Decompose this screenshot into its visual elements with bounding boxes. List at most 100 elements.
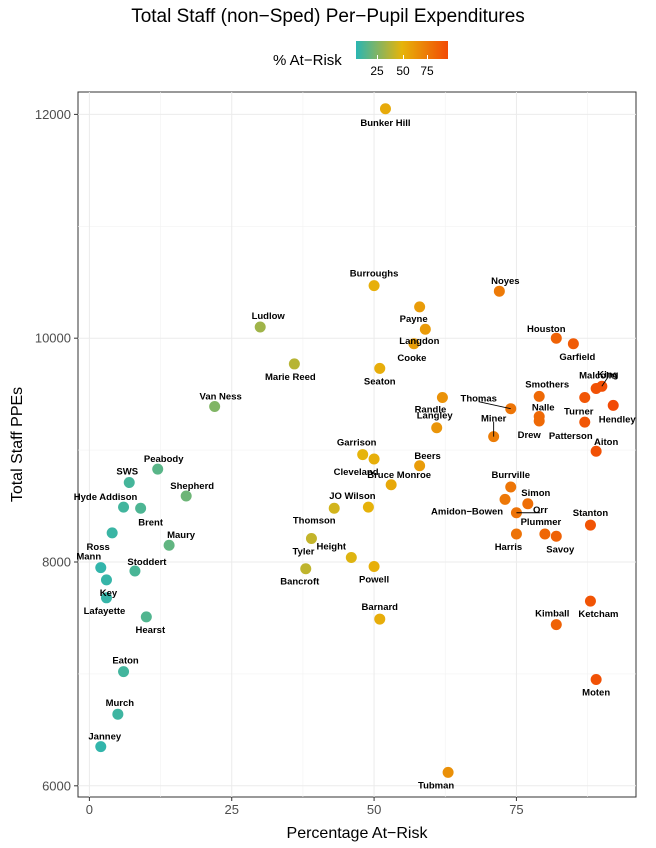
data-point: [368, 280, 380, 292]
plot-panel: [77, 91, 637, 798]
data-point: [357, 449, 369, 461]
point-label: Garfield: [559, 352, 595, 363]
point-label: Orr: [533, 505, 548, 516]
data-point: [362, 501, 374, 513]
data-point: [112, 708, 124, 720]
data-point: [368, 453, 380, 465]
point-label: Hendley: [599, 414, 637, 425]
data-point: [510, 528, 522, 540]
point-label: Mann: [76, 552, 101, 563]
point-labels: Bunker Hill Burroughs Noyes Payne Ludlow Lang…: [74, 118, 637, 792]
point-label: Amidon−Bowen: [431, 506, 503, 517]
point-label: Seaton: [364, 376, 396, 387]
data-point: [374, 362, 386, 374]
data-point: [288, 358, 300, 370]
label-leader-line: [601, 377, 609, 387]
point-label: Marie Reed: [265, 372, 316, 383]
data-point: [419, 323, 431, 335]
point-label: Ketcham: [578, 609, 618, 620]
data-point: [539, 528, 551, 540]
point-label: Thomson: [293, 515, 336, 526]
grid: [78, 92, 636, 797]
data-point: [180, 490, 192, 502]
point-label: Savoy: [546, 544, 575, 555]
data-point: [118, 501, 130, 513]
x-axis-title: Percentage At−Risk: [287, 825, 429, 842]
data-point: [567, 338, 579, 350]
data-point: [414, 460, 426, 472]
point-label: Turner: [564, 407, 594, 418]
point-label: Hearst: [136, 625, 166, 636]
point-label: Stoddert: [127, 557, 167, 568]
data-point: [345, 552, 357, 564]
point-label: Key: [100, 588, 118, 599]
data-point: [607, 399, 619, 411]
data-point: [499, 493, 511, 505]
data-point: [550, 530, 562, 542]
data-point: [328, 502, 340, 514]
y-tick-label: 12000: [35, 107, 71, 122]
data-point: [305, 533, 317, 544]
point-label: Harris: [495, 542, 522, 553]
point-label: Bancroft: [280, 577, 320, 588]
data-point: [550, 619, 562, 631]
point-label: Patterson: [549, 431, 593, 442]
point-label: SWS: [116, 467, 138, 478]
point-label: Nalle: [532, 403, 555, 414]
data-point: [209, 400, 221, 412]
point-label: Noyes: [491, 276, 520, 287]
legend-tick-label: 50: [396, 64, 410, 78]
data-point: [414, 301, 426, 313]
legend-tick-mark: [377, 55, 378, 59]
y-tick-label: 6000: [42, 778, 71, 793]
point-label: JO Wilson: [329, 491, 376, 502]
data-point: [100, 592, 112, 604]
data-point: [579, 392, 591, 403]
point-label: Maury: [167, 530, 196, 541]
data-point: [550, 332, 562, 344]
y-tick-label: 10000: [35, 331, 71, 346]
point-label: Moten: [582, 688, 610, 699]
point-label: Cleveland: [334, 467, 379, 478]
data-point: [533, 390, 545, 402]
data-point: [579, 416, 591, 428]
point-label: Van Ness: [200, 391, 242, 402]
data-point: [379, 103, 391, 115]
legend-color-bar: [356, 41, 448, 59]
data-point: [493, 285, 505, 297]
data-point: [431, 422, 443, 434]
chart-title: Total Staff (non−Sped) Per−Pupil Expendi…: [131, 6, 525, 27]
data-point: [584, 519, 596, 531]
y-axis-title: Total Staff PPEs: [9, 387, 26, 502]
legend: % At−Risk 25 50 75: [0, 38, 656, 84]
data-point: [522, 498, 534, 510]
point-label: King: [597, 369, 618, 380]
data-point: [436, 392, 448, 403]
point-label: Peabody: [144, 454, 184, 465]
point-label: Kimball: [535, 609, 569, 620]
point-label: Smothers: [525, 379, 569, 390]
x-tick-label: 25: [225, 802, 239, 817]
data-point: [140, 611, 152, 623]
data-point: [584, 595, 596, 607]
data-point: [95, 741, 107, 753]
data-point: [374, 613, 386, 625]
data-point: [118, 666, 130, 678]
data-point: [123, 477, 135, 489]
point-label: Tyler: [292, 547, 314, 558]
y-tick-label: 8000: [42, 555, 71, 570]
x-tick-label: 0: [86, 802, 93, 817]
point-label: Tubman: [418, 780, 454, 791]
point-label: Powell: [359, 574, 389, 585]
x-tick-label: 75: [509, 802, 523, 817]
point-label: Drew: [518, 430, 542, 441]
data-point: [163, 539, 175, 551]
data-point: [368, 560, 380, 572]
point-label: Beers: [414, 451, 440, 462]
point-label: Malcolm: [579, 371, 617, 382]
x-tick-label: 50: [367, 802, 381, 817]
point-label: Brent: [138, 517, 164, 528]
point-label: Payne: [400, 314, 428, 325]
point-label: Simon: [521, 488, 550, 499]
